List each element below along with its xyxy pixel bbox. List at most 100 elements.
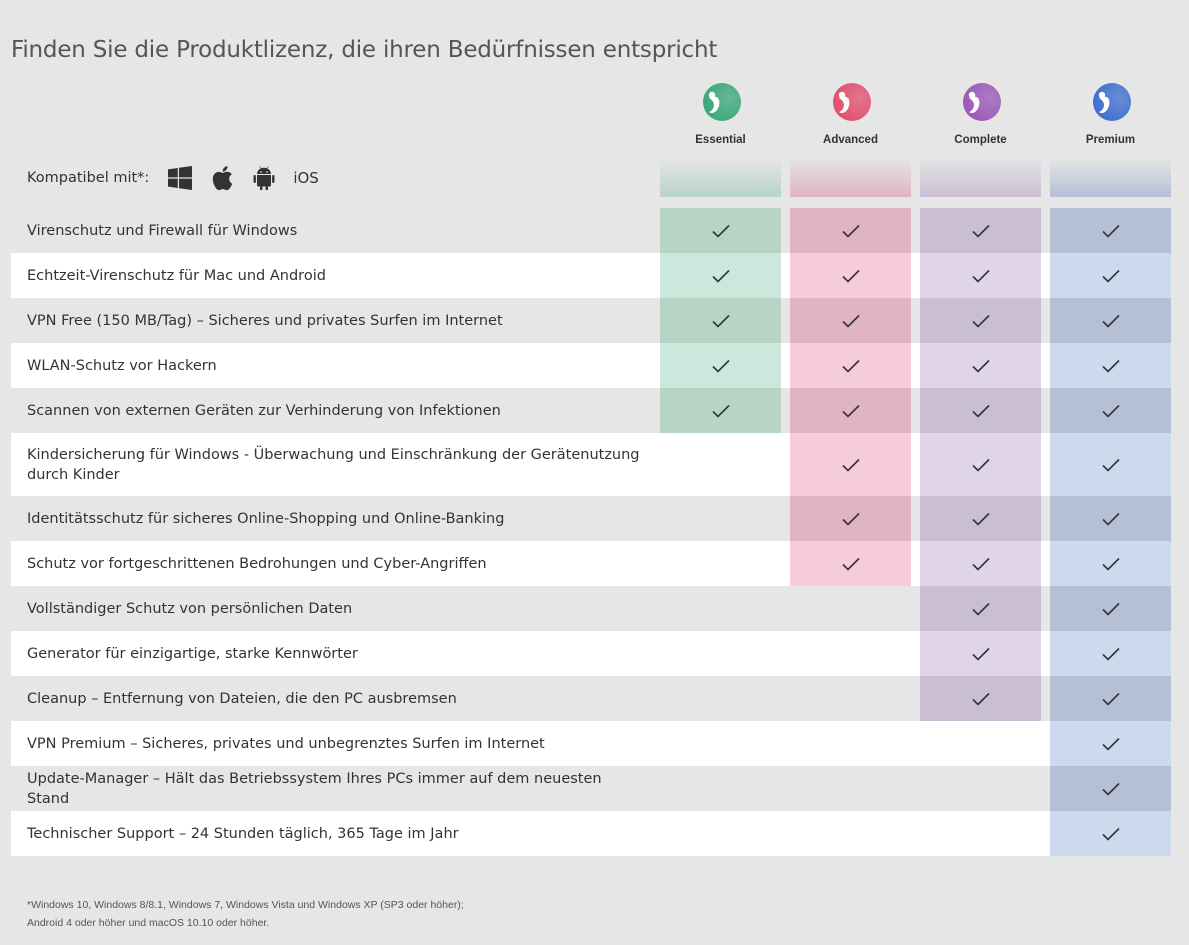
check-icon [1101,404,1120,418]
tier-cell-premium [1050,676,1171,721]
tier-cell-essential [660,586,781,631]
tier-cell-advanced [790,496,911,541]
tier-cell-premium [1050,433,1171,496]
feature-comparison-table: Virenschutz und Firewall für Windows Echt… [11,208,1171,856]
tier-cell-advanced [790,586,911,631]
tier-cell-essential [660,433,781,496]
feature-row: VPN Premium – Sicheres, privates und unb… [11,721,1171,766]
feature-label: Technischer Support – 24 Stunden täglich… [27,825,459,842]
tier-name: Premium [1085,134,1136,146]
feature-label: Cleanup – Entfernung von Dateien, die de… [27,690,457,707]
tier-cell-advanced [790,208,911,253]
feature-label: VPN Free (150 MB/Tag) – Sicheres und pri… [27,312,503,329]
tier-column-fade [920,157,1041,197]
feature-row: Vollständiger Schutz von persönlichen Da… [11,586,1171,631]
check-icon [1101,557,1120,571]
tier-name: Essential [695,134,746,146]
check-icon [711,224,730,238]
tier-header-complete: Complete [920,82,1041,146]
check-icon [841,269,860,283]
tier-cell-advanced [790,298,911,343]
tier-cell-advanced [790,766,911,811]
feature-row: Technischer Support – 24 Stunden täglich… [11,811,1171,856]
tier-cell-complete [920,766,1041,811]
check-icon [711,404,730,418]
tier-cell-essential [660,253,781,298]
check-icon [1101,737,1120,751]
ios-label: iOS [293,169,319,187]
tier-cell-premium [1050,586,1171,631]
feature-row: Identitätsschutz für sicheres Online-Sho… [11,496,1171,541]
tier-cell-essential [660,721,781,766]
check-icon [841,224,860,238]
tier-cell-essential [660,298,781,343]
check-icon [841,557,860,571]
check-icon [971,602,990,616]
apple-icon [209,165,235,191]
tier-cell-premium [1050,541,1171,586]
check-icon [1101,458,1120,472]
windows-icon [167,165,193,191]
feature-label: WLAN-Schutz vor Hackern [27,357,217,374]
feature-row: Virenschutz und Firewall für Windows [11,208,1171,253]
check-icon [971,692,990,706]
footnote-line-2: Android 4 oder höher und macOS 10.10 ode… [27,917,270,929]
compat-label: Kompatibel mit*: [27,170,150,186]
feature-row: Schutz vor fortgeschrittenen Bedrohungen… [11,541,1171,586]
feature-label: Echtzeit-Virenschutz für Mac und Android [27,267,326,284]
feature-label: Virenschutz und Firewall für Windows [27,222,298,239]
tier-cell-essential [660,541,781,586]
check-icon [1101,782,1120,796]
tier-cell-advanced [790,433,911,496]
check-icon [1101,512,1120,526]
tier-cell-premium [1050,721,1171,766]
check-icon [971,512,990,526]
feature-label: Vollständiger Schutz von persönlichen Da… [27,600,353,617]
tier-header-premium: Premium [1050,82,1171,146]
tier-cell-complete [920,298,1041,343]
tier-cell-essential [660,388,781,433]
check-icon [1101,827,1120,841]
product-logo-icon [962,83,1001,121]
tier-name: Advanced [823,134,878,146]
feature-label: Kindersicherung für Windows - Überwachun… [27,446,640,483]
check-icon [971,359,990,373]
check-icon [971,269,990,283]
check-icon [1101,602,1120,616]
tier-cell-complete [920,631,1041,676]
tier-cell-essential [660,208,781,253]
tier-column-fade [790,157,911,197]
feature-label: Schutz vor fortgeschrittenen Bedrohungen… [27,555,487,572]
check-icon [711,314,730,328]
tier-cell-premium [1050,298,1171,343]
check-icon [1101,269,1120,283]
tier-cell-complete [920,496,1041,541]
tier-cell-complete [920,253,1041,298]
tier-cell-advanced [790,253,911,298]
tier-cell-complete [920,208,1041,253]
feature-label: Update-Manager – Hält das Betriebssystem… [27,770,602,807]
tier-cell-premium [1050,811,1171,856]
tier-cell-complete [920,388,1041,433]
tier-cell-complete [920,721,1041,766]
tier-cell-essential [660,676,781,721]
feature-label: Identitätsschutz für sicheres Online-Sho… [27,510,505,527]
tier-cell-premium [1050,631,1171,676]
footnote: *Windows 10, Windows 8/8.1, Windows 7, W… [27,896,464,932]
check-icon [841,404,860,418]
tier-header-advanced: Advanced [790,82,911,146]
check-icon [1101,359,1120,373]
footnote-line-1: *Windows 10, Windows 8/8.1, Windows 7, W… [27,899,464,911]
tier-cell-premium [1050,253,1171,298]
feature-label: Scannen von externen Geräten zur Verhind… [27,402,501,419]
feature-row: WLAN-Schutz vor Hackern [11,343,1171,388]
tier-cell-essential [660,343,781,388]
tier-cell-complete [920,343,1041,388]
tier-header-essential: Essential [660,82,781,146]
tier-cell-complete [920,433,1041,496]
tier-cell-advanced [790,721,911,766]
tier-cell-complete [920,586,1041,631]
tier-cell-premium [1050,343,1171,388]
tier-cell-advanced [790,631,911,676]
tier-cell-premium [1050,766,1171,811]
